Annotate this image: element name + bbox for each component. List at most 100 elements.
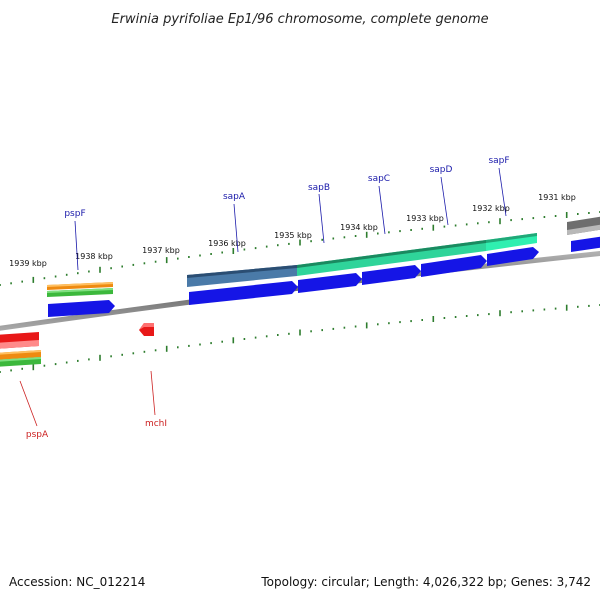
upper-gene-bars [47,216,600,297]
lower-ruler-minor-tick [577,305,579,308]
upper-ruler-minor-tick [410,229,412,231]
sapA-cds-arrow [189,281,298,305]
pspF-region-bar-highlight [47,288,113,293]
upper-ruler-minor-tick [377,232,379,235]
upper-ruler-minor-tick [354,235,357,237]
lower-ruler-major-tick [165,345,168,352]
upper-ruler-minor-tick [532,217,535,220]
sapF-cds-arrow [487,247,539,266]
upper-ruler-major-tick [32,276,35,283]
upper-ruler-minor-tick [521,218,523,221]
upper-ruler-minor-tick [65,273,68,276]
kbp-label-1937: 1937 kbp [142,246,180,255]
sapBCD-gene-bar-edge [297,240,486,268]
gene-label-sapA[interactable]: sapA [223,192,246,202]
upper-ruler-minor-tick [210,253,212,255]
upper-cds-arrows [48,236,600,317]
genome-summary-text: Topology: circular; Length: 4,026,322 bp… [260,575,591,589]
sapD-leader-line [440,176,449,226]
upper-ruler-major-tick [232,248,235,254]
pspA-leader-line [19,380,38,427]
upper-ruler-minor-tick [588,212,590,214]
gene-label-sapD[interactable]: sapD [430,165,453,175]
upper-ruler-minor-tick [199,254,201,257]
lower-ruler-minor-tick [388,322,390,325]
upper-ruler-minor-tick [121,265,123,268]
pspA-cds-arrow-highlight [0,340,39,349]
lower-ruler-major-tick [432,316,435,322]
upper-ruler-minor-tick [477,222,479,225]
upper-ruler-minor-tick [465,223,468,226]
upper-ruler-minor-tick [0,284,1,286]
upper-ruler-minor-tick [221,251,223,254]
lower-ruler-minor-tick [177,346,179,349]
lower-ruler-minor-tick [10,369,12,372]
lower-ruler-minor-tick [465,315,468,317]
pspF-leader-line [74,220,79,271]
kbp-label-1931: 1931 kbp [538,193,576,202]
gene-label-sapF[interactable]: sapF [488,156,509,166]
sapF-leader-line [498,167,507,217]
lower-ruler-minor-tick [521,310,523,313]
upper-ruler-minor-tick [488,221,490,224]
lower-ruler-minor-tick [588,304,590,307]
lower-ruler-minor-tick [554,307,557,310]
upper-ruler-major-tick [565,212,568,218]
lower-ruler-minor-tick [277,334,279,336]
lower-ruler-minor-tick [88,358,90,361]
gene-label-sapB[interactable]: sapB [308,183,330,193]
lower-ruler-minor-tick [332,327,335,330]
lower-ruler-minor-tick [410,320,412,323]
lower-ruler-minor-tick [77,359,79,362]
lower-ruler-minor-tick [532,309,535,312]
lower-ruler-minor-tick [477,314,479,317]
upper-ruler-minor-tick [143,262,146,265]
sapC-leader-line [378,185,386,235]
kbp-label-1936: 1936 kbp [208,239,246,248]
sapB-cds-arrow [298,273,362,293]
lower-ruler-minor-tick [154,349,157,352]
sapC-cds-arrow [362,265,421,285]
upper-ruler-minor-tick [577,213,579,215]
sapA-leader-line [233,203,239,253]
upper-ruler-minor-tick [421,227,423,230]
map-title: Erwinia pyrifoliae Ep1/96 chromosome, co… [111,12,488,27]
lower-ruler-minor-tick [65,361,68,364]
gene-label-pspF[interactable]: pspF [64,209,85,219]
lower-ruler-major-tick [365,322,368,329]
lower-ruler-minor-tick [443,317,446,319]
lower-ruler-minor-tick [454,316,457,318]
gene-label-sapC[interactable]: sapC [368,174,390,184]
upper-ruler-minor-tick [265,245,268,248]
gene-label-mchI[interactable]: mchI [145,419,167,429]
upper-ruler-minor-tick [543,216,546,218]
gene-labels: pspF sapA sapB sapC sapD sapF pspA mchI [26,156,510,440]
kbp-label-1938: 1938 kbp [75,252,113,261]
lower-ruler-minor-tick [399,321,401,324]
lower-ruler-minor-tick [421,319,423,321]
lower-scale-ruler [0,304,600,373]
pspA-region-bar-highlight [0,357,41,362]
mchI-leader-line [150,370,156,416]
lower-ruler-major-tick [499,310,501,317]
lower-ruler-minor-tick [343,326,346,329]
upper-ruler-minor-tick [277,244,279,247]
upper-ruler-minor-tick [288,242,290,245]
upper-ruler-major-tick [165,257,168,264]
upper-ruler-minor-tick [10,282,12,285]
upper-ruler-major-tick [299,239,301,246]
kbp-label-1934: 1934 kbp [340,223,378,232]
lower-ruler-minor-tick [43,364,46,367]
upper-ruler-minor-tick [321,238,323,241]
kbp-label-1935: 1935 kbp [274,231,312,240]
upper-ruler-minor-tick [510,219,512,222]
upper-ruler-minor-tick [243,248,246,251]
upper-ruler-minor-tick [110,267,112,270]
lower-ruler-minor-tick [0,371,1,373]
upper-ruler-minor-tick [554,215,557,217]
upper-ruler-major-tick [499,218,501,225]
gene-label-pspA[interactable]: pspA [26,430,49,440]
sapA-gene-bar-edge [187,265,297,278]
upper-ruler-minor-tick [443,225,446,228]
label-leader-lines [19,167,507,427]
